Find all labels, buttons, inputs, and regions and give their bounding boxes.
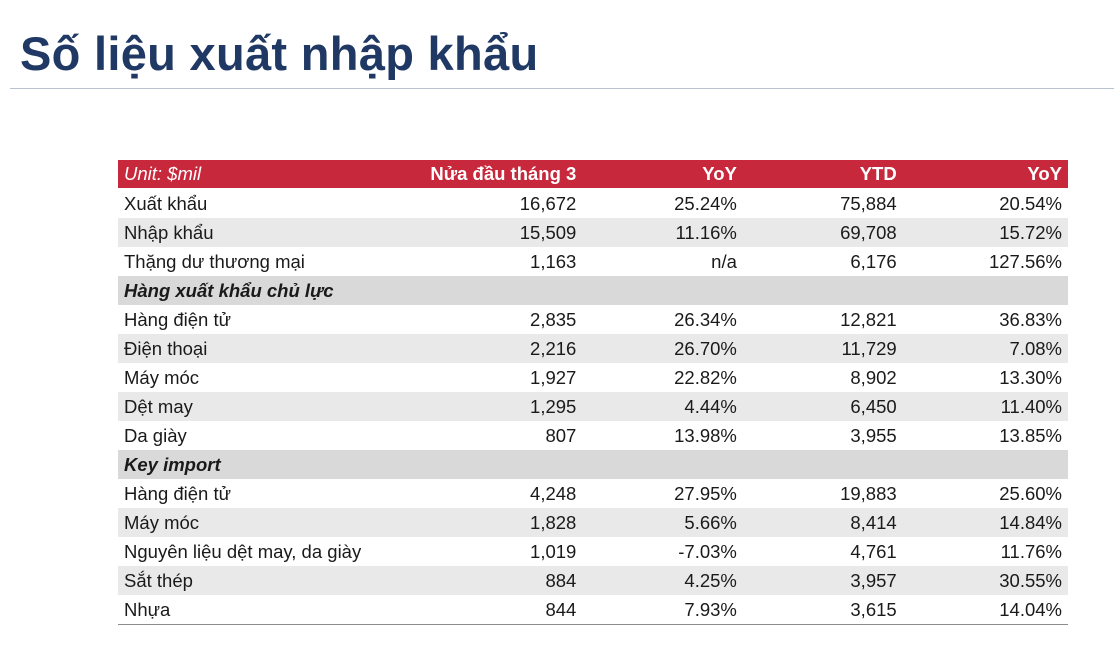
row-value-period: 4,248: [530, 482, 577, 504]
row-value-period: 15,509: [396, 218, 583, 247]
row-label: Da giày: [124, 424, 187, 446]
row-label: Xuất khẩu: [124, 192, 208, 214]
row-yoy-period: 4.25%: [582, 566, 743, 595]
row-yoy-ytd: 25.60%: [999, 482, 1062, 504]
title-divider: [10, 88, 1114, 89]
table-row: Nguyên liệu dệt may, da giày 1,019 -7.03…: [118, 537, 1068, 566]
row-value-ytd: 19,883: [840, 482, 897, 504]
table-row: Máy móc 1,828 5.66% 8,414 14.84%: [118, 508, 1068, 537]
row-yoy-ytd: 20.54%: [999, 192, 1062, 214]
row-label: Thặng dư thương mại: [124, 250, 305, 272]
row-label: Hàng điện tử: [124, 308, 232, 330]
row-yoy-ytd: 7.08%: [902, 334, 1068, 363]
row-yoy-period: 7.93%: [582, 595, 743, 625]
section-header-row: Hàng xuất khẩu chủ lực: [118, 276, 1068, 305]
row-label: Điện thoại: [118, 334, 397, 363]
table-row: Hàng điện tử 2,835 26.34% 12,821 36.83%: [118, 305, 1068, 334]
row-value-period: 2,216: [396, 334, 583, 363]
row-yoy-period: 4.44%: [582, 392, 743, 421]
row-value-ytd: 75,884: [840, 192, 897, 214]
row-value-period: 1,019: [530, 540, 577, 562]
row-yoy-ytd: 11.76%: [1000, 540, 1062, 562]
row-value-ytd: 4,761: [850, 540, 897, 562]
row-label: Nhập khẩu: [118, 218, 397, 247]
row-label: Sắt thép: [118, 566, 397, 595]
row-value-period: 1,927: [530, 366, 577, 388]
row-yoy-period: 13.98%: [674, 424, 737, 446]
row-yoy-period: 26.70%: [582, 334, 743, 363]
row-value-period: 884: [396, 566, 583, 595]
table-row: Điện thoại 2,216 26.70% 11,729 7.08%: [118, 334, 1068, 363]
row-label: Máy móc: [118, 508, 397, 537]
row-value-ytd: 8,414: [742, 508, 903, 537]
row-yoy-ytd: 11.40%: [902, 392, 1068, 421]
header-ytd: YTD: [742, 160, 903, 189]
row-value-ytd: 6,450: [742, 392, 903, 421]
table-row: Dệt may 1,295 4.44% 6,450 11.40%: [118, 392, 1068, 421]
table-header-row: Unit: $mil Nửa đầu tháng 3 YoY YTD YoY: [118, 160, 1068, 189]
row-value-period: 1,828: [396, 508, 583, 537]
row-yoy-ytd: 30.55%: [902, 566, 1068, 595]
row-yoy-period: 26.34%: [674, 308, 737, 330]
row-value-ytd: 6,176: [850, 250, 897, 272]
row-yoy-ytd: 13.30%: [999, 366, 1062, 388]
table-row: Hàng điện tử 4,248 27.95% 19,883 25.60%: [118, 479, 1068, 508]
table-row: Nhập khẩu 15,509 11.16% 69,708 15.72%: [118, 218, 1068, 247]
table-row: Nhựa 844 7.93% 3,615 14.04%: [118, 595, 1068, 625]
row-yoy-period: 27.95%: [674, 482, 737, 504]
header-unit: Unit: $mil: [118, 160, 397, 189]
table-row: Da giày 807 13.98% 3,955 13.85%: [118, 421, 1068, 450]
table-row: Sắt thép 884 4.25% 3,957 30.55%: [118, 566, 1068, 595]
table-row: Thặng dư thương mại 1,163 n/a 6,176 127.…: [118, 247, 1068, 276]
row-yoy-ytd: 36.83%: [999, 308, 1062, 330]
row-value-period: 844: [396, 595, 583, 625]
row-yoy-period: 5.66%: [582, 508, 743, 537]
row-value-ytd: 3,615: [742, 595, 903, 625]
row-yoy-ytd: 13.85%: [999, 424, 1062, 446]
row-value-period: 1,163: [530, 250, 577, 272]
row-value-period: 16,672: [519, 192, 577, 214]
row-label: Dệt may: [118, 392, 397, 421]
row-value-period: 2,835: [530, 308, 577, 330]
header-yoy-ytd: YoY: [902, 160, 1068, 189]
row-value-ytd: 11,729: [742, 334, 903, 363]
table-row: Xuất khẩu 16,672 25.24% 75,884 20.54%: [118, 189, 1068, 219]
row-label: Hàng điện tử: [124, 482, 232, 504]
row-value-ytd: 3,955: [850, 424, 897, 446]
row-yoy-period: n/a: [711, 250, 737, 272]
section-header-row: Key import: [118, 450, 1068, 479]
table-row: Máy móc 1,927 22.82% 8,902 13.30%: [118, 363, 1068, 392]
row-value-ytd: 8,902: [850, 366, 897, 388]
row-yoy-ytd: 14.04%: [902, 595, 1068, 625]
row-yoy-period: 11.16%: [582, 218, 743, 247]
row-yoy-period: 25.24%: [674, 192, 737, 214]
header-yoy-period: YoY: [582, 160, 743, 189]
row-label: Nhựa: [118, 595, 397, 625]
row-yoy-ytd: 14.84%: [902, 508, 1068, 537]
row-label: Máy móc: [124, 366, 200, 388]
row-value-ytd: 69,708: [742, 218, 903, 247]
row-yoy-period: -7.03%: [678, 540, 737, 562]
row-label: Nguyên liệu dệt may, da giày: [124, 540, 362, 562]
header-first-half-march: Nửa đầu tháng 3: [396, 160, 583, 189]
section-title: Hàng xuất khẩu chủ lực: [118, 276, 397, 305]
row-value-ytd: 12,821: [840, 308, 897, 330]
row-yoy-ytd: 15.72%: [902, 218, 1068, 247]
row-value-period: 1,295: [396, 392, 583, 421]
section-title: Key import: [118, 450, 397, 479]
page-title: Số liệu xuất nhập khẩu: [20, 27, 539, 80]
trade-data-table: Unit: $mil Nửa đầu tháng 3 YoY YTD YoY X…: [118, 160, 1068, 625]
row-value-period: 807: [545, 424, 577, 446]
row-yoy-period: 22.82%: [674, 366, 737, 388]
row-value-ytd: 3,957: [742, 566, 903, 595]
row-yoy-ytd: 127.56%: [988, 250, 1062, 272]
